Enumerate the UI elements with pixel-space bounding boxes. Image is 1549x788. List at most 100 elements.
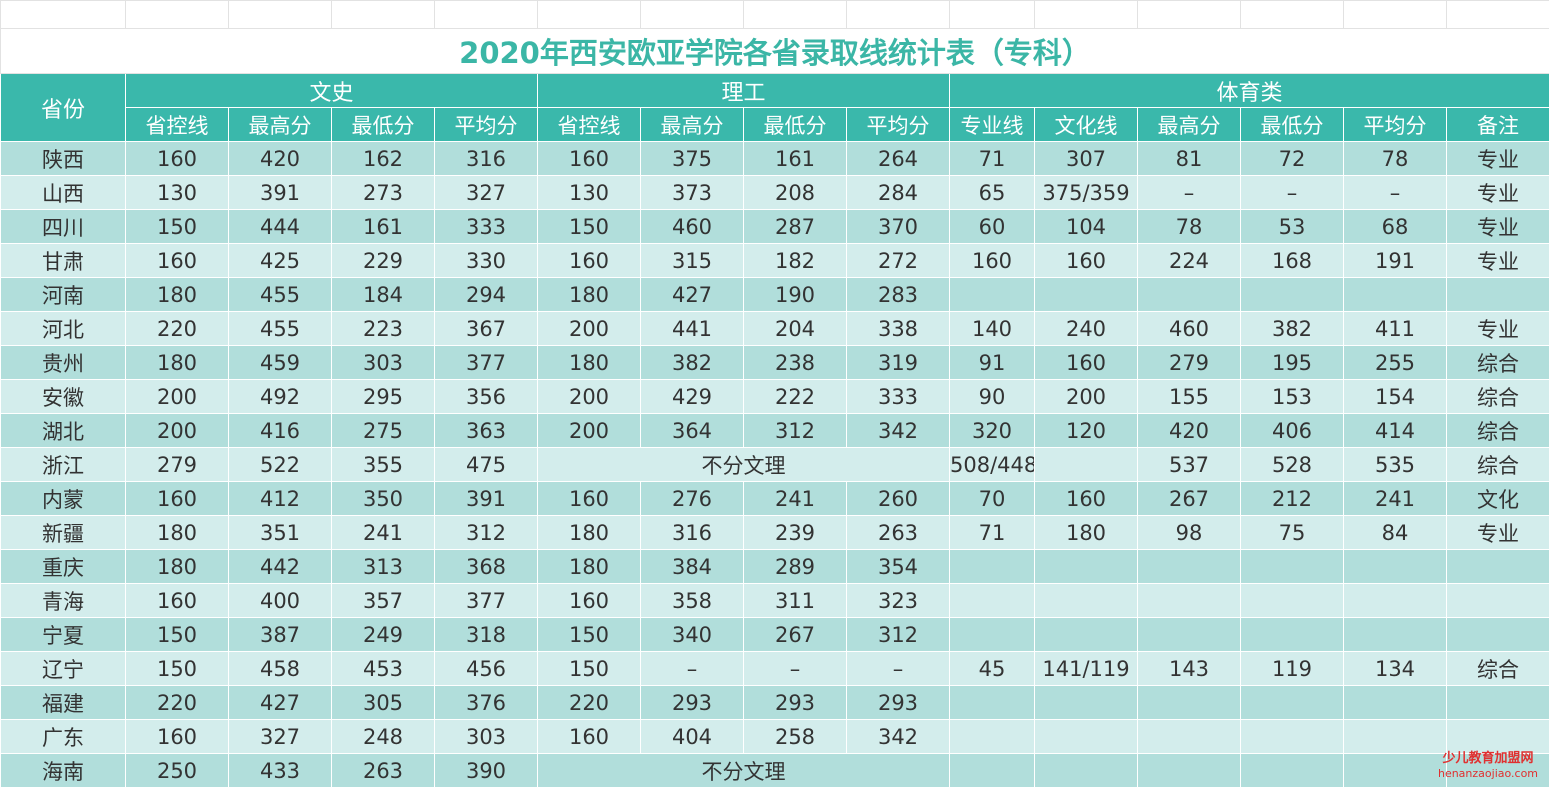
cell-wenshi[interactable]: 150 <box>126 618 229 652</box>
cell-wenshi[interactable]: 433 <box>229 754 332 788</box>
cell-wenshi[interactable]: 229 <box>332 244 435 278</box>
cell-wenshi[interactable]: 200 <box>126 380 229 414</box>
header-ty-col[interactable]: 文化线 <box>1035 108 1138 142</box>
cell-ligong[interactable]: 200 <box>538 380 641 414</box>
cell-ligong[interactable]: 180 <box>538 278 641 312</box>
cell-tiyu[interactable] <box>1035 448 1138 482</box>
cell-ligong[interactable]: 284 <box>847 176 950 210</box>
header-group-wenshi[interactable]: 文史 <box>126 74 538 108</box>
cell-tiyu[interactable] <box>1447 278 1549 312</box>
cell-ligong[interactable]: 222 <box>744 380 847 414</box>
cell-wenshi[interactable]: 368 <box>435 550 538 584</box>
cell-tiyu[interactable]: 255 <box>1344 346 1447 380</box>
cell-ligong[interactable]: 238 <box>744 346 847 380</box>
cell-wenshi[interactable]: 273 <box>332 176 435 210</box>
cell-tiyu[interactable]: 307 <box>1035 142 1138 176</box>
cell-ligong[interactable]: 312 <box>744 414 847 448</box>
cell-wenshi[interactable]: 350 <box>332 482 435 516</box>
header-lg-col[interactable]: 最低分 <box>744 108 847 142</box>
cell-ligong[interactable]: 340 <box>641 618 744 652</box>
cell-wenshi[interactable]: 391 <box>435 482 538 516</box>
cell-tiyu[interactable]: 180 <box>1035 516 1138 550</box>
header-ty-col[interactable]: 平均分 <box>1344 108 1447 142</box>
cell-tiyu[interactable]: 104 <box>1035 210 1138 244</box>
cell-wenshi[interactable]: 427 <box>229 686 332 720</box>
cell-wenshi[interactable]: 356 <box>435 380 538 414</box>
cell-ligong[interactable]: 239 <box>744 516 847 550</box>
table-title[interactable]: 2020年西安欧亚学院各省录取线统计表（专科） <box>1 29 1549 74</box>
cell-wenshi[interactable]: 160 <box>126 142 229 176</box>
cell-ligong[interactable]: 180 <box>538 550 641 584</box>
cell-ligong[interactable]: 427 <box>641 278 744 312</box>
cell-ligong[interactable]: 358 <box>641 584 744 618</box>
cell-wenshi[interactable]: 522 <box>229 448 332 482</box>
header-province[interactable]: 省份 <box>1 74 126 142</box>
cell-tiyu[interactable] <box>1241 686 1344 720</box>
cell-wenshi[interactable]: 425 <box>229 244 332 278</box>
cell-wenshi[interactable]: 220 <box>126 312 229 346</box>
cell-tiyu[interactable] <box>1138 618 1241 652</box>
cell-province[interactable]: 贵州 <box>1 346 126 380</box>
cell-ligong[interactable]: 241 <box>744 482 847 516</box>
cell-tiyu[interactable]: 71 <box>950 516 1035 550</box>
cell-wenshi[interactable]: 223 <box>332 312 435 346</box>
cell-ligong[interactable]: 160 <box>538 482 641 516</box>
cell-ligong[interactable]: 293 <box>641 686 744 720</box>
cell-tiyu[interactable] <box>1035 754 1138 788</box>
cell-tiyu[interactable]: 专业 <box>1447 244 1549 278</box>
cell-ligong[interactable]: 160 <box>538 244 641 278</box>
cell-tiyu[interactable] <box>1344 686 1447 720</box>
cell-tiyu[interactable] <box>1138 584 1241 618</box>
cell-wenshi[interactable]: 412 <box>229 482 332 516</box>
cell-tiyu[interactable] <box>950 278 1035 312</box>
cell-tiyu[interactable]: 72 <box>1241 142 1344 176</box>
cell-wenshi[interactable]: 455 <box>229 278 332 312</box>
cell-tiyu[interactable]: 160 <box>1035 244 1138 278</box>
cell-ligong[interactable]: – <box>847 652 950 686</box>
cell-wenshi[interactable]: 150 <box>126 652 229 686</box>
cell-tiyu[interactable]: 综合 <box>1447 652 1549 686</box>
cell-wenshi[interactable]: 492 <box>229 380 332 414</box>
cell-wenshi[interactable]: 367 <box>435 312 538 346</box>
cell-wenshi[interactable]: 420 <box>229 142 332 176</box>
cell-wenshi[interactable]: 295 <box>332 380 435 414</box>
cell-ligong[interactable]: 315 <box>641 244 744 278</box>
cell-province[interactable]: 浙江 <box>1 448 126 482</box>
cell-ligong[interactable]: 264 <box>847 142 950 176</box>
cell-tiyu[interactable]: 375/359 <box>1035 176 1138 210</box>
cell-province[interactable]: 山西 <box>1 176 126 210</box>
cell-tiyu[interactable] <box>1241 584 1344 618</box>
cell-tiyu[interactable] <box>1447 686 1549 720</box>
cell-wenshi[interactable]: 313 <box>332 550 435 584</box>
cell-ligong[interactable]: 150 <box>538 652 641 686</box>
cell-tiyu[interactable] <box>1447 584 1549 618</box>
cell-province[interactable]: 河北 <box>1 312 126 346</box>
cell-ligong[interactable]: 180 <box>538 516 641 550</box>
cell-wenshi[interactable]: 250 <box>126 754 229 788</box>
cell-tiyu[interactable]: 专业 <box>1447 312 1549 346</box>
cell-wenshi[interactable]: 160 <box>126 244 229 278</box>
cell-ligong[interactable]: 429 <box>641 380 744 414</box>
cell-province[interactable]: 内蒙 <box>1 482 126 516</box>
cell-wenshi[interactable]: 318 <box>435 618 538 652</box>
cell-ligong[interactable]: 441 <box>641 312 744 346</box>
cell-ligong[interactable]: 130 <box>538 176 641 210</box>
cell-wenshi[interactable]: 377 <box>435 346 538 380</box>
header-ty-col[interactable]: 专业线 <box>950 108 1035 142</box>
cell-tiyu[interactable] <box>950 720 1035 754</box>
header-ws-col[interactable]: 最高分 <box>229 108 332 142</box>
cell-tiyu[interactable]: 460 <box>1138 312 1241 346</box>
cell-tiyu[interactable]: 195 <box>1241 346 1344 380</box>
cell-wenshi[interactable]: 442 <box>229 550 332 584</box>
cell-tiyu[interactable] <box>1138 278 1241 312</box>
cell-tiyu[interactable] <box>1344 584 1447 618</box>
cell-tiyu[interactable]: 279 <box>1138 346 1241 380</box>
cell-province[interactable]: 海南 <box>1 754 126 788</box>
cell-wenshi[interactable]: 327 <box>435 176 538 210</box>
cell-tiyu[interactable]: 78 <box>1344 142 1447 176</box>
cell-tiyu[interactable] <box>1035 618 1138 652</box>
cell-ligong[interactable]: 204 <box>744 312 847 346</box>
cell-ligong[interactable]: – <box>744 652 847 686</box>
header-group-tiyu[interactable]: 体育类 <box>950 74 1549 108</box>
cell-province[interactable]: 四川 <box>1 210 126 244</box>
